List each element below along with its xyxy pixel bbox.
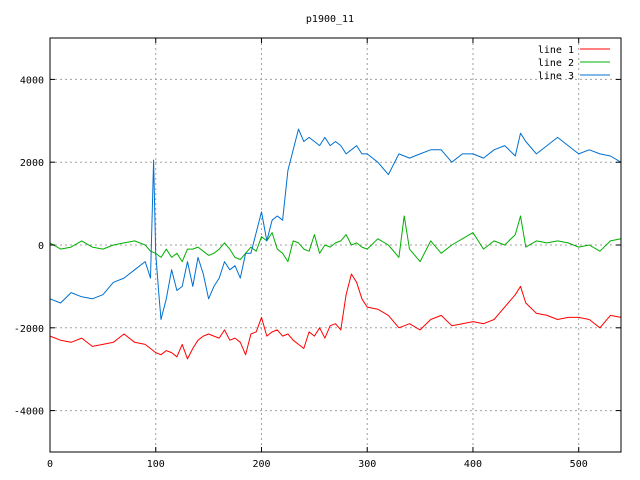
x-tick-label: 200 (252, 459, 270, 470)
y-tick-label: 2000 (20, 158, 44, 169)
chart-title: p1900_11 (306, 14, 354, 25)
y-tick-label: 0 (38, 241, 44, 252)
legend-label-1: line 1 (538, 45, 574, 56)
x-tick-label: 500 (570, 459, 588, 470)
series-line-3 (49, 128, 622, 320)
x-tick-label: 100 (147, 459, 165, 470)
legend-label-3: line 3 (538, 71, 574, 82)
series-line-1 (49, 273, 622, 360)
axis-ticks: 0 100 200 300 400 500 -4000 -2000 0 2000 4000 (14, 38, 621, 470)
legend-label-2: line 2 (538, 58, 574, 69)
legend: line 1 line 2 line 3 (538, 45, 610, 82)
y-tick-label: -2000 (14, 324, 44, 335)
x-tick-label: 400 (464, 459, 482, 470)
y-tick-label: -4000 (14, 407, 44, 418)
series-line-2 (49, 215, 622, 263)
grid-lines (50, 38, 621, 452)
y-tick-label: 4000 (20, 75, 44, 86)
x-tick-label: 300 (358, 459, 376, 470)
x-tick-label: 0 (47, 459, 53, 470)
series-layer (49, 128, 622, 360)
